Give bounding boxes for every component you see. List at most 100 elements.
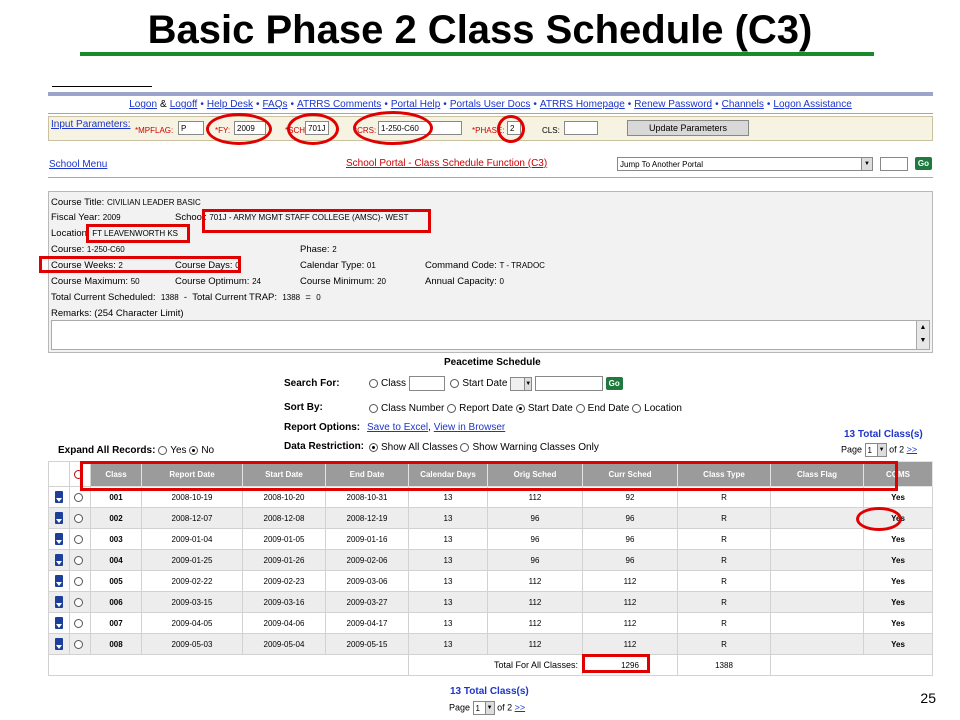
- row-select-radio[interactable]: [74, 555, 83, 565]
- cell-orig-sched: 112: [487, 591, 583, 613]
- remarks-scrollbar[interactable]: ▲ ▼: [916, 321, 929, 349]
- cell-cqms: Yes: [863, 591, 933, 613]
- cell-start-date: 2009-02-23: [242, 570, 326, 592]
- expand-arrow-icon[interactable]: [55, 617, 63, 629]
- link-portals-user-docs[interactable]: Portals User Docs: [449, 99, 531, 110]
- expand-arrow-icon[interactable]: [55, 596, 63, 608]
- next-page-link[interactable]: >>: [906, 444, 918, 455]
- annual-capacity-row: Annual Capacity: 0: [425, 276, 504, 287]
- update-parameters-button[interactable]: Update Parameters: [627, 120, 749, 136]
- expand-arrow-icon[interactable]: [55, 533, 63, 545]
- col-cqms[interactable]: CQMS: [863, 461, 933, 487]
- sort-class-number-radio[interactable]: [369, 403, 378, 413]
- table-row[interactable]: 001 2008-10-19 2008-10-20 2008-10-31 13 112 92…: [48, 486, 933, 508]
- search-class-radio[interactable]: [369, 379, 378, 388]
- cell-end-date: 2009-03-06: [325, 570, 409, 592]
- show-warning-classes-radio[interactable]: [460, 442, 470, 452]
- sort-by-label: Sort By:: [284, 402, 323, 413]
- table-row[interactable]: 003 2009-01-04 2009-01-05 2009-01-16 13 96 96 R…: [48, 528, 933, 550]
- sort-start-date-radio[interactable]: [515, 403, 525, 413]
- annotation-circle-fy: [206, 113, 272, 145]
- row-select-radio[interactable]: [74, 492, 83, 502]
- expand-yes-radio[interactable]: [158, 445, 168, 455]
- col-curr-sched[interactable]: Curr Sched: [582, 461, 678, 487]
- page-select[interactable]: 1 ▼: [864, 443, 887, 457]
- table-row[interactable]: 007 2009-04-05 2009-04-06 2009-04-17 13 112 11…: [48, 612, 933, 634]
- link-channels[interactable]: Channels: [721, 99, 764, 110]
- mpflag-input[interactable]: P: [178, 121, 204, 135]
- sort-end-date-radio[interactable]: [575, 403, 585, 413]
- cell-cqms: Yes: [863, 633, 933, 655]
- link-atrrs-homepage[interactable]: ATRRS Homepage: [539, 99, 625, 110]
- table-row[interactable]: 005 2009-02-22 2009-02-23 2009-03-06 13 112 11…: [48, 570, 933, 592]
- page-select-bottom[interactable]: 1 ▼: [472, 701, 495, 715]
- link-faqs[interactable]: FAQs: [262, 99, 288, 110]
- row-select-radio[interactable]: [74, 639, 83, 649]
- data-restriction-label: Data Restriction:: [284, 441, 365, 452]
- table-row[interactable]: 002 2008-12-07 2008-12-08 2008-12-19 13 96 96 R…: [48, 507, 933, 529]
- remarks-textarea[interactable]: ▲ ▼: [51, 320, 930, 350]
- col-class-type[interactable]: Class Type: [677, 461, 771, 487]
- col-orig-sched[interactable]: Orig Sched: [487, 461, 583, 487]
- col-end-date[interactable]: End Date: [325, 461, 409, 487]
- sort-report-date-label: Report Date: [459, 403, 514, 414]
- search-go-button[interactable]: Go: [605, 377, 623, 390]
- expand-no-radio[interactable]: [189, 445, 199, 455]
- search-class-input[interactable]: [408, 376, 445, 391]
- cls-input[interactable]: [564, 121, 598, 135]
- sort-report-date-radio[interactable]: [447, 403, 457, 413]
- expand-cell: [48, 612, 70, 634]
- link-help-desk[interactable]: Help Desk: [206, 99, 253, 110]
- search-start-date-radio[interactable]: [450, 379, 460, 388]
- sort-location-radio[interactable]: [632, 403, 642, 413]
- row-select-radio[interactable]: [74, 576, 83, 586]
- row-select-radio[interactable]: [74, 513, 83, 523]
- row-select-radio[interactable]: [74, 618, 83, 628]
- row-select-radio[interactable]: [74, 597, 83, 607]
- show-all-classes-radio[interactable]: [369, 442, 378, 452]
- link-logon-assistance[interactable]: Logon Assistance: [773, 99, 852, 110]
- phase-label: Phase:: [300, 244, 330, 255]
- link-atrrs-comments[interactable]: ATRRS Comments: [297, 99, 382, 110]
- cell-class-flag: [770, 591, 864, 613]
- table-row[interactable]: 004 2009-01-25 2009-01-26 2009-02-06 13 96 96 R…: [48, 549, 933, 571]
- link-logoff[interactable]: Logoff: [169, 99, 198, 110]
- search-controls: Class Start Date ▼ Go: [369, 376, 623, 391]
- page-label: Page: [841, 444, 863, 455]
- next-page-link[interactable]: >>: [514, 702, 526, 713]
- table-row[interactable]: 006 2009-03-15 2009-03-16 2009-03-27 13 112 11…: [48, 591, 933, 613]
- phase-value: 2: [332, 245, 337, 254]
- link-portal-help[interactable]: Portal Help: [390, 99, 441, 110]
- expand-arrow-icon[interactable]: [55, 554, 63, 566]
- jump-go-button[interactable]: Go: [914, 157, 932, 171]
- expand-arrow-icon[interactable]: [55, 638, 63, 650]
- expand-cell: [48, 549, 70, 571]
- cell-start-date: 2009-01-26: [242, 549, 326, 571]
- portal-title-link[interactable]: School Portal - Class Schedule Function …: [346, 158, 548, 169]
- link-logon[interactable]: Logon: [129, 99, 158, 110]
- save-to-excel-link[interactable]: Save to Excel: [367, 422, 429, 433]
- jump-portal-select[interactable]: Jump To Another Portal ▼: [617, 156, 873, 171]
- expand-arrow-icon[interactable]: [55, 512, 63, 524]
- cell-class: 008: [90, 633, 142, 655]
- table-row[interactable]: 008 2009-05-03 2009-05-04 2009-05-15 13 112 11…: [48, 633, 933, 655]
- expand-arrow-icon[interactable]: [55, 575, 63, 587]
- schedule-heading: Peacetime Schedule: [444, 357, 541, 368]
- col-class[interactable]: Class: [90, 461, 142, 487]
- row-select-radio[interactable]: [74, 534, 83, 544]
- cell-start-date: 2008-10-20: [242, 486, 326, 508]
- view-in-browser-link[interactable]: View in Browser: [433, 422, 506, 433]
- course-title-value: CIVILIAN LEADER BASIC: [106, 198, 201, 207]
- sort-location-label: Location: [644, 403, 682, 414]
- calendar-icon[interactable]: ▼: [510, 376, 533, 391]
- col-start-date[interactable]: Start Date: [242, 461, 326, 487]
- course-days-value: 0: [235, 261, 240, 270]
- cell-calendar-days: 13: [408, 570, 488, 592]
- search-start-date-input[interactable]: [534, 376, 603, 391]
- school-menu-link[interactable]: School Menu: [49, 159, 108, 170]
- jump-portal-input[interactable]: [880, 156, 909, 171]
- expand-arrow-icon[interactable]: [55, 491, 63, 503]
- equals-sign: =: [305, 292, 311, 303]
- link-renew-password[interactable]: Renew Password: [634, 99, 713, 110]
- col-class-flag[interactable]: Class Flag: [770, 461, 864, 487]
